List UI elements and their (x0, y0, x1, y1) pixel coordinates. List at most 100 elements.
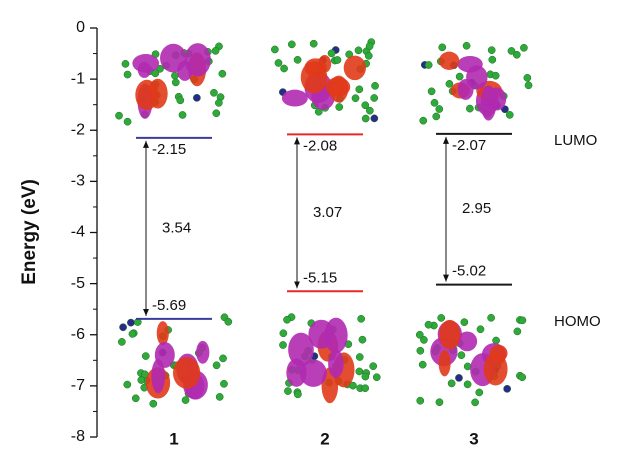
atom (371, 115, 378, 122)
lobe (481, 85, 497, 120)
atom (280, 330, 287, 337)
atom (355, 47, 362, 54)
atom (212, 47, 219, 54)
atom (210, 89, 217, 96)
atom (371, 82, 378, 89)
atom (142, 352, 149, 359)
atom (182, 397, 189, 404)
atom (359, 336, 366, 343)
lobe (329, 76, 348, 103)
lobe (439, 350, 451, 376)
chart: Energy (eV) 0-1-2-3-4-5-6-7-8-2.15-5.693… (0, 0, 626, 450)
atom (213, 362, 220, 369)
lumo-value: -2.15 (152, 141, 186, 158)
lobe (196, 341, 209, 364)
atom (115, 112, 122, 119)
atom (193, 94, 200, 101)
atom (433, 113, 440, 120)
atom (219, 70, 226, 77)
atom (362, 115, 369, 122)
atom (215, 99, 222, 106)
atom (127, 319, 134, 326)
lobe (439, 52, 459, 70)
atom (352, 95, 359, 102)
category-label: 1 (169, 429, 178, 448)
atom (216, 393, 223, 400)
atom (525, 82, 532, 89)
y-tick-label: 0 (76, 19, 85, 36)
atom (150, 400, 157, 407)
atom (439, 44, 446, 51)
atom (488, 314, 495, 321)
y-tick-label: -2 (71, 121, 85, 138)
atom (310, 40, 317, 47)
atom (504, 385, 511, 392)
atom (129, 330, 136, 337)
lobe (344, 56, 366, 81)
atom (371, 94, 378, 101)
y-tick-label: -6 (71, 326, 85, 343)
atom (358, 315, 365, 322)
atom (519, 317, 526, 324)
atom (488, 47, 495, 54)
y-tick-label: -5 (71, 275, 85, 292)
atom (213, 110, 220, 117)
atom (425, 321, 432, 328)
atom (356, 368, 363, 375)
atom (132, 395, 139, 402)
series-label: HOMO (554, 313, 601, 330)
y-tick-label: -7 (71, 377, 85, 394)
lobe (466, 65, 487, 89)
atom (519, 374, 526, 381)
atom (477, 326, 484, 333)
lobe (282, 90, 308, 107)
atom (438, 314, 445, 321)
atom (177, 97, 184, 104)
lobe (328, 349, 343, 378)
atom (362, 385, 369, 392)
atom (356, 86, 363, 93)
lumo-value: -2.07 (452, 137, 486, 154)
lobe (490, 345, 508, 362)
atom (124, 118, 131, 125)
atom (366, 43, 373, 50)
atom (436, 399, 443, 406)
atom (118, 338, 125, 345)
series-label: LUMO (554, 132, 597, 149)
atom (179, 111, 186, 118)
gap-value: 2.95 (462, 200, 491, 217)
atom (514, 328, 521, 335)
atom (172, 79, 179, 86)
atom (356, 353, 363, 360)
lobe (173, 357, 200, 389)
atom (448, 380, 455, 387)
lumo-value: -2.08 (303, 137, 337, 154)
lobe (300, 359, 327, 386)
atom (417, 347, 424, 354)
atom (365, 52, 372, 59)
atom (493, 337, 500, 344)
atom (489, 56, 496, 63)
atom (464, 381, 471, 388)
atom (328, 50, 335, 57)
atom (124, 381, 131, 388)
atom (428, 88, 435, 95)
y-tick-label: -3 (71, 173, 85, 190)
atom (513, 51, 520, 58)
lobe (132, 54, 159, 73)
y-tick-label: -4 (71, 224, 85, 241)
atom (225, 318, 232, 325)
atom (425, 61, 432, 68)
lobe (185, 43, 211, 76)
atom (417, 397, 424, 404)
category-label: 3 (469, 429, 478, 448)
atom (288, 41, 295, 48)
atom (492, 72, 499, 79)
atom (366, 107, 373, 114)
atom (373, 374, 380, 381)
atom (461, 319, 468, 326)
lobe (151, 359, 165, 393)
atom (436, 105, 443, 112)
atom (455, 374, 462, 381)
lobe (308, 320, 334, 349)
